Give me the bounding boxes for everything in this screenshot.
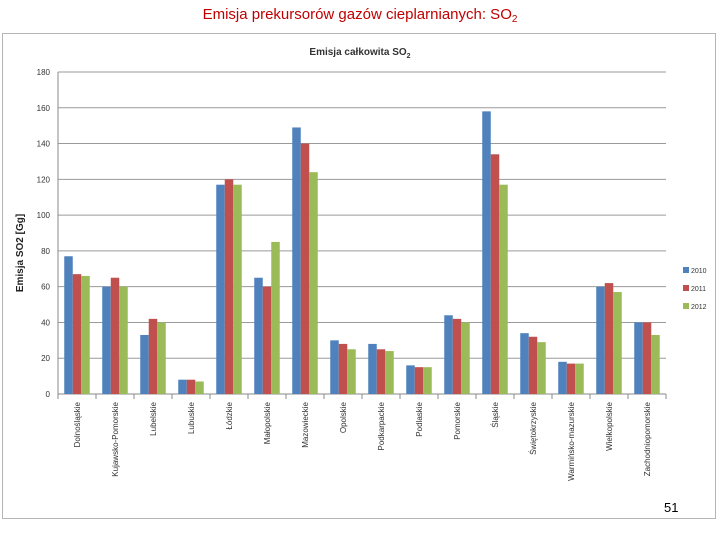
- page-number: 51: [662, 500, 681, 515]
- x-tick-label: Wielkopolskie: [605, 401, 614, 450]
- bar-2012-4: [195, 381, 204, 394]
- bar-2011-1: [72, 274, 82, 394]
- bar-2011-10: [414, 367, 424, 394]
- chart-frame: Emisja całkowita SO2 Emisja SO2 [Gg] 0 20…: [2, 33, 716, 519]
- y-tick-label: 160: [37, 104, 51, 113]
- y-tick-label: 80: [41, 247, 50, 256]
- bar-2011-2: [110, 277, 120, 394]
- bar-2010-10: [406, 365, 415, 394]
- bar-2010-5: [216, 184, 225, 394]
- bar-2011-12: [490, 154, 500, 394]
- bar-2010-9: [368, 343, 377, 394]
- bar-2011-5: [224, 179, 234, 394]
- x-tick-label: Lubuskie: [187, 401, 196, 434]
- chart-title-text: Emisja całkowita SO: [309, 47, 406, 58]
- bar-2010-12: [482, 111, 491, 394]
- y-tick-label: 20: [41, 354, 50, 363]
- legend-label-2010: 2010: [691, 268, 707, 275]
- legend-swatch-2012: [683, 303, 689, 309]
- slide-title-subscript: 2: [511, 14, 518, 25]
- slide-title-text: Emisja prekursorów gazów cieplarnianych:…: [202, 6, 512, 23]
- bar-2012-3: [157, 322, 166, 394]
- bar-2010-2: [102, 286, 111, 394]
- bar-2012-1: [81, 275, 90, 394]
- bar-2010-3: [140, 334, 149, 394]
- x-tick-label: Mazowieckie: [301, 401, 310, 447]
- bar-2012-14: [575, 363, 584, 394]
- bar-2010-13: [520, 333, 529, 394]
- bar-2010-7: [292, 127, 301, 394]
- y-tick-label: 60: [41, 283, 50, 292]
- x-tick-label: Małopolskie: [263, 401, 272, 444]
- bar-2012-13: [537, 342, 546, 394]
- x-tick-label: Śląskie: [491, 401, 500, 427]
- bar-2010-11: [444, 315, 453, 394]
- bar-2012-15: [613, 292, 622, 394]
- bar-2011-11: [452, 318, 462, 394]
- x-tick-label: Zachodniopomorskie: [643, 401, 652, 476]
- bar-2011-6: [262, 286, 272, 394]
- legend-swatch-2010: [683, 267, 689, 273]
- bar-2012-7: [309, 172, 318, 394]
- y-tick-label: 100: [37, 211, 51, 220]
- bar-2011-16: [642, 322, 652, 394]
- bar-2010-4: [178, 379, 187, 394]
- chart-title-subscript: 2: [407, 53, 411, 60]
- y-tick-label: 140: [37, 140, 51, 149]
- so2-emission-chart: Emisja całkowita SO2 Emisja SO2 [Gg] 020…: [15, 47, 707, 481]
- bar-2010-15: [596, 286, 605, 394]
- bar-2012-6: [271, 241, 280, 394]
- bar-2012-16: [651, 334, 660, 394]
- x-tick-label: Lubelskie: [149, 401, 158, 435]
- slide-title: Emisja prekursorów gazów cieplarnianych:…: [0, 6, 720, 25]
- bar-2011-15: [604, 283, 614, 394]
- bar-2011-14: [566, 363, 576, 394]
- bar-2010-8: [330, 340, 339, 394]
- bar-2012-8: [347, 349, 356, 394]
- bar-2012-2: [119, 286, 128, 394]
- bar-2011-7: [300, 143, 310, 394]
- legend-label-2011: 2011: [691, 286, 706, 293]
- bar-2012-11: [461, 322, 470, 394]
- chart-title: Emisja całkowita SO2: [309, 47, 410, 60]
- x-tick-label: Podlaskie: [415, 401, 424, 436]
- bar-2012-5: [233, 184, 242, 394]
- bar-2010-14: [558, 361, 567, 394]
- bar-2011-9: [376, 349, 386, 394]
- bar-2011-4: [186, 379, 196, 394]
- legend-label-2012: 2012: [691, 304, 707, 311]
- bar-2010-16: [634, 322, 643, 394]
- x-tick-label: Pomorskie: [453, 401, 462, 439]
- y-tick-label: 0: [46, 390, 51, 399]
- bar-2011-8: [338, 343, 348, 394]
- x-tick-label: Dolnośląskie: [73, 401, 82, 447]
- bar-2011-3: [148, 318, 158, 394]
- x-tick-label: Łódzkie: [225, 401, 234, 429]
- x-tick-label: Opolskie: [339, 401, 348, 433]
- x-tick-label: Podkarpackie: [377, 401, 386, 450]
- bar-2011-13: [528, 336, 538, 394]
- bar-2012-9: [385, 351, 394, 394]
- ticks-layer: 0 20 40 60 80 100 120 140 160 180 Dolnośląskie Kuja…: [37, 68, 652, 481]
- x-tick-label: Świętokrzyskie: [529, 401, 538, 454]
- y-axis-label: Emisja SO2 [Gg]: [15, 214, 26, 292]
- bars-layer: [64, 111, 660, 394]
- bar-2012-12: [499, 184, 508, 394]
- legend: 2010 2011 2012: [683, 267, 707, 311]
- legend-swatch-2011: [683, 285, 689, 291]
- x-tick-label: Warmińsko-mazurskie: [567, 401, 576, 480]
- bar-2010-1: [64, 256, 73, 394]
- bar-2012-10: [423, 367, 432, 394]
- y-tick-label: 40: [41, 318, 50, 327]
- x-tick-label: Kujawsko-Pomorskie: [111, 401, 120, 476]
- y-tick-label: 180: [37, 68, 51, 77]
- y-tick-label: 120: [37, 175, 51, 184]
- bar-2010-6: [254, 277, 263, 394]
